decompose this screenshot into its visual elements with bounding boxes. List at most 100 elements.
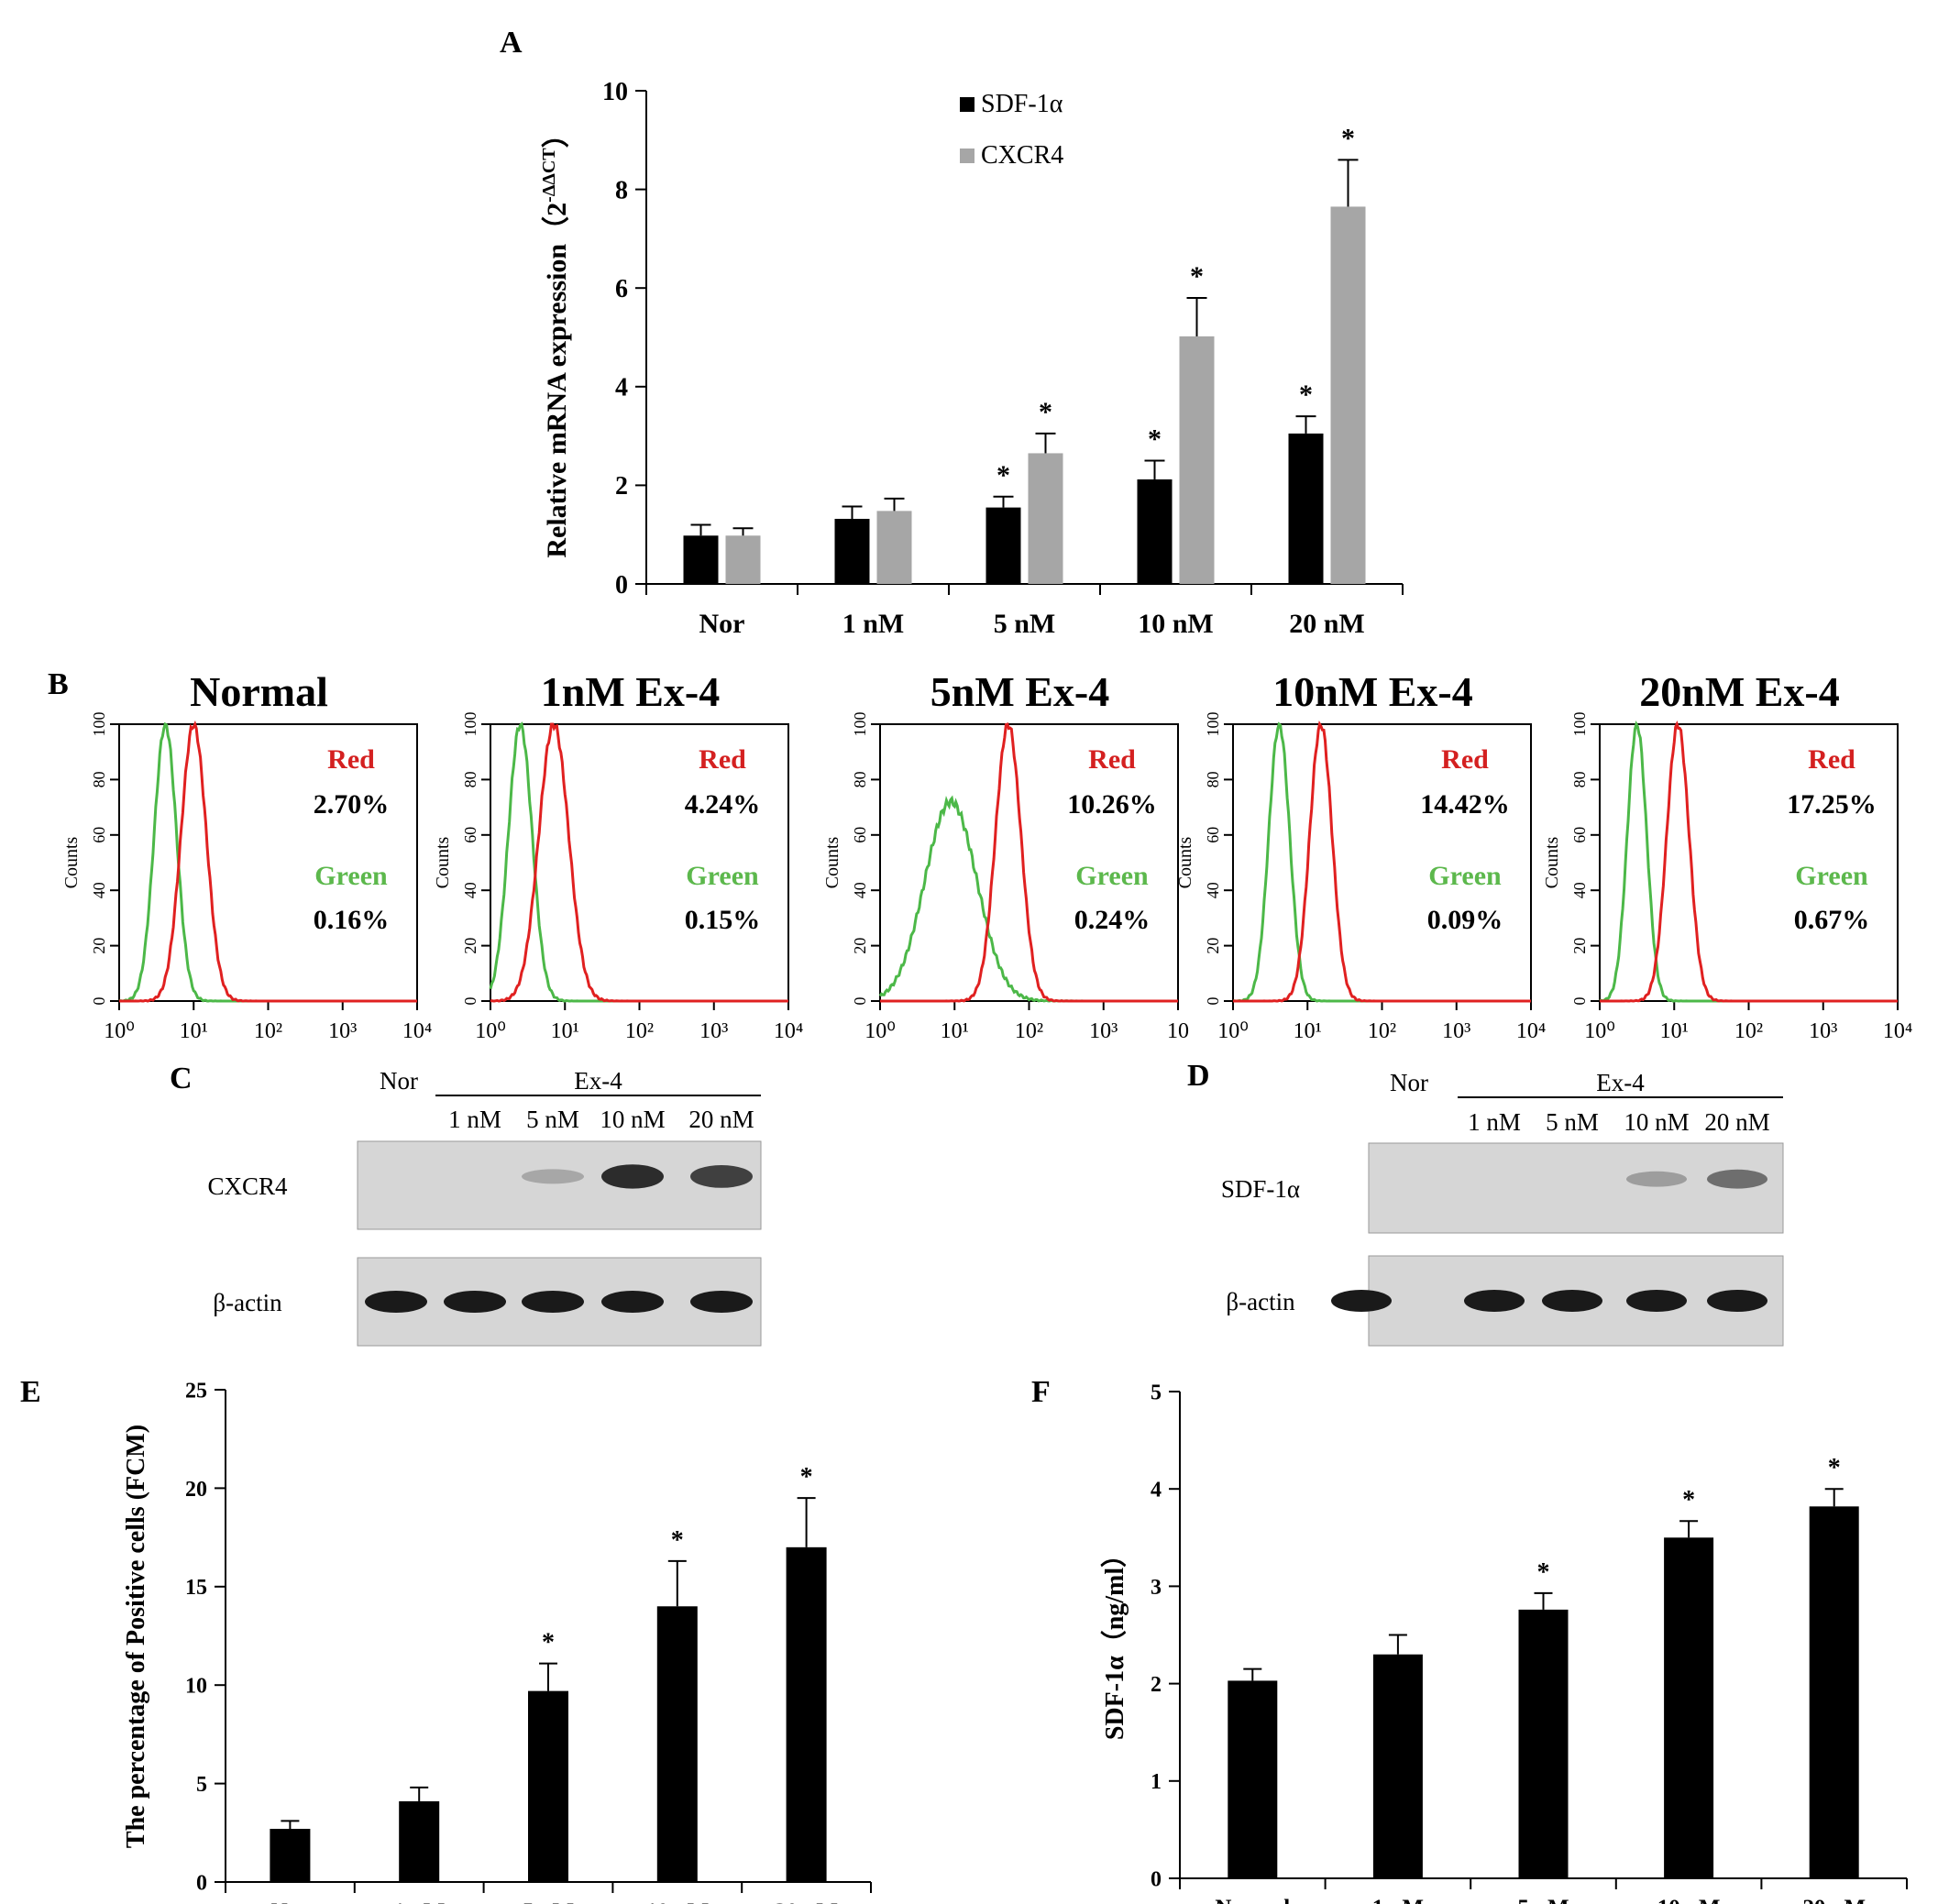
blot-d-lane-label: 20 nM (1704, 1108, 1769, 1136)
bar-chart-f: 0 1 2 3 4 5 Normal 1 nM 5 nM 10 nM 20 nM * * * SDF-1α（… (1099, 1381, 1908, 1904)
blot-d-group-label: Ex-4 (1596, 1069, 1645, 1096)
histogram-5-red-curve (1600, 721, 1898, 1003)
chart-f-significance-marker: * (1537, 1558, 1550, 1587)
blot-d-lane-label: 5 nM (1546, 1108, 1599, 1136)
histogram-2-x-tick-label: 10³ (699, 1019, 728, 1043)
chart-a-legend-swatch (960, 149, 974, 163)
chart-a-significance-marker: * (1190, 261, 1204, 292)
chart-a-legend-label: SDF-1α (981, 90, 1063, 118)
histogram-5-x-tick-label: 10³ (1809, 1019, 1837, 1043)
histogram-3-green-curve (878, 795, 1178, 1003)
blot-d-band (1542, 1290, 1602, 1312)
chart-a-y-tick-label: 10 (602, 78, 628, 106)
bar-chart-a: 0 2 4 6 8 10 Nor 1 nM 5 nM 10 nM 20 nM * * * * * * Relati… (539, 78, 1404, 639)
panel-f-chart: 0 1 2 3 4 5 Normal 1 nM 5 nM 10 nM 20 nM * * * SDF-1α（… (1008, 1357, 1949, 1904)
histogram-5-green-label: Green (1795, 861, 1868, 891)
histogram-3-y-tick-label: 100 (851, 712, 869, 737)
panel-e-chart: 0 5 10 15 20 25 Nor 1 nM 5 nM 10 nM 20 nM * * * The pe… (0, 1357, 917, 1904)
blot-c-band (690, 1291, 753, 1313)
chart-e-significance-marker: * (671, 1526, 684, 1555)
blot-c-band (522, 1169, 584, 1184)
blot-d-band (1626, 1171, 1687, 1187)
chart-a-category-label: 1 nM (842, 609, 905, 639)
histogram-2-y-tick-label: 40 (461, 882, 479, 898)
chart-f-category-label: 20 nM (1802, 1896, 1866, 1904)
blot-c: Nor Ex-4 1 nM 5 nM 10 nM 20 nM CXCR4 β-actin (207, 1067, 762, 1347)
histogram-2-red-curve (490, 722, 788, 1003)
histogram-1-y-tick-label: 20 (90, 938, 108, 954)
chart-a-significance-marker: * (1039, 397, 1052, 427)
blot-c-band (690, 1165, 753, 1188)
histogram-5-y-tick-label: 20 (1570, 938, 1589, 954)
blot-c-band (444, 1291, 506, 1313)
histogram-4-title: 10nM Ex-4 (1272, 668, 1473, 715)
chart-e-y-tick-label: 10 (185, 1675, 207, 1699)
histogram-3-red-value: 10.26% (1067, 789, 1157, 820)
histogram-2-y-tick-label: 100 (461, 712, 479, 737)
histogram-5-y-tick-label: 0 (1570, 997, 1589, 1006)
chart-f-bar (1372, 1654, 1423, 1878)
blot-d-band (1464, 1290, 1525, 1312)
chart-f-y-tick-label: 4 (1151, 1479, 1162, 1502)
histogram-4-x-tick-label: 10⁰ (1217, 1019, 1249, 1043)
chart-a-bar (834, 518, 870, 584)
histogram-1-title: Normal (190, 668, 328, 715)
histogram-4-red-value: 14.42% (1420, 789, 1510, 820)
blot-d-lane-label: 1 nM (1468, 1108, 1521, 1136)
histogram-2-x-tick-label: 10⁰ (475, 1019, 506, 1043)
panel-label-b: B (48, 667, 69, 701)
blot-d-band (1707, 1290, 1767, 1312)
histogram-5-x-tick-label: 10⁰ (1584, 1019, 1615, 1043)
histogram-4-x-tick-label: 10² (1368, 1019, 1396, 1043)
chart-f-category-label: 5 nM (1517, 1896, 1569, 1904)
histogram-2-y-axis-label: Counts (433, 836, 453, 888)
chart-e-y-tick-label: 20 (185, 1478, 207, 1502)
chart-f-category-label: Normal (1215, 1896, 1290, 1904)
histogram-1-x-tick-label: 10³ (328, 1019, 357, 1043)
histogram-3-x-tick-label: 10 (1167, 1019, 1189, 1043)
histogram-3-y-tick-label: 60 (851, 827, 869, 843)
blot-c-lane-label: 20 nM (688, 1106, 754, 1133)
blot-d-band (1331, 1290, 1392, 1312)
histogram-1-green-label: Green (314, 861, 388, 891)
chart-f-category-label: 10 nM (1657, 1896, 1721, 1904)
histogram-3-green-value: 0.24% (1074, 905, 1151, 935)
histogram-4-y-tick-label: 20 (1204, 938, 1222, 954)
histogram-4-green-label: Green (1428, 861, 1502, 891)
histogram-5-y-tick-label: 40 (1570, 882, 1589, 898)
chart-e-y-tick-label: 0 (196, 1871, 207, 1895)
histogram-5-y-tick-label: 80 (1570, 771, 1589, 787)
chart-a-y-axis-label: Relative mRNA expression（2-ΔΔCT） (539, 120, 572, 557)
blot-c-row-label: β-actin (213, 1289, 282, 1316)
chart-e-y-tick-label: 15 (185, 1576, 207, 1600)
blot-c-group-label: Ex-4 (574, 1067, 622, 1095)
blot-d-row-label: β-actin (1226, 1288, 1295, 1315)
chart-e-category-label: 5 nM (523, 1899, 574, 1904)
chart-f-significance-marker: * (1682, 1486, 1695, 1514)
histogram-1-y-tick-label: 80 (90, 771, 108, 787)
panel-label-e: E (20, 1375, 41, 1409)
chart-e-category-label: 20 nM (775, 1899, 838, 1904)
chart-f-y-tick-label: 0 (1151, 1867, 1162, 1891)
panel-d-western-blot: Nor Ex-4 1 nM 5 nM 10 nM 20 nM SDF-1α β-actin (1008, 1054, 1925, 1357)
histogram-3-y-axis-label: Counts (822, 836, 842, 888)
histogram-4-x-tick-label: 10⁴ (1516, 1019, 1546, 1043)
chart-e-category-label: 10 nM (645, 1899, 709, 1904)
histogram-1-x-tick-label: 10⁰ (104, 1019, 135, 1043)
chart-a-bar (1288, 433, 1324, 584)
chart-a-significance-marker: * (1341, 123, 1355, 153)
chart-e-bar (270, 1829, 311, 1882)
panel-a-chart: 0 2 4 6 8 10 Nor 1 nM 5 nM 10 nM 20 nM * * * * * * Relati… (0, 0, 1949, 660)
chart-a-bar (1179, 336, 1215, 584)
histogram-5-title: 20nM Ex-4 (1639, 668, 1840, 715)
histogram-1-y-tick-label: 60 (90, 827, 108, 843)
chart-e-category-label: Nor (271, 1899, 310, 1904)
chart-a-bar (1028, 453, 1063, 584)
histogram-5-x-tick-label: 10¹ (1660, 1019, 1689, 1043)
histogram-4-y-tick-label: 60 (1204, 827, 1222, 843)
histogram-4-y-tick-label: 0 (1204, 997, 1222, 1006)
histogram-1-x-tick-label: 10¹ (180, 1019, 208, 1043)
histogram-2-red-label: Red (699, 744, 746, 775)
panel-label-a: A (500, 26, 523, 60)
histogram-4-y-tick-label: 80 (1204, 771, 1222, 787)
